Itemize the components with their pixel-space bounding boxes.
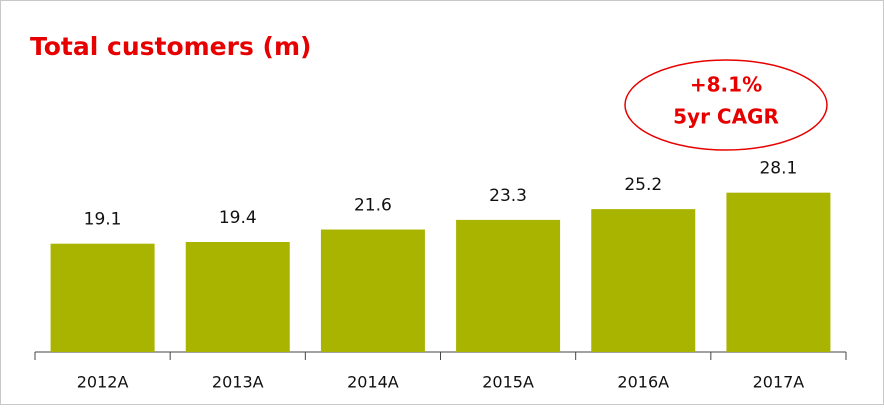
data-label: 25.2 [624, 175, 662, 195]
x-tick-label: 2014A [347, 373, 399, 392]
bar [726, 192, 831, 352]
bar [50, 243, 155, 352]
annotation: +8.1% [690, 73, 762, 97]
data-label: 19.4 [219, 208, 257, 228]
annotation-ellipse [624, 59, 828, 151]
data-label: 19.1 [84, 210, 122, 230]
data-label: 23.3 [489, 186, 527, 206]
x-tick-label: 2012A [77, 373, 129, 392]
x-tick-label: 2017A [753, 373, 805, 392]
bar [456, 219, 561, 352]
bar [320, 229, 425, 352]
chart-title: Total customers (m) [30, 32, 311, 61]
x-tick-label: 2013A [212, 373, 264, 392]
x-tick-label: 2016A [617, 373, 669, 392]
x-tick-label: 2015A [482, 373, 534, 392]
data-label: 21.6 [354, 196, 392, 216]
annotation: 5yr CAGR [673, 105, 779, 129]
bar [185, 242, 290, 352]
bar [591, 209, 696, 352]
data-label: 28.1 [759, 159, 797, 179]
